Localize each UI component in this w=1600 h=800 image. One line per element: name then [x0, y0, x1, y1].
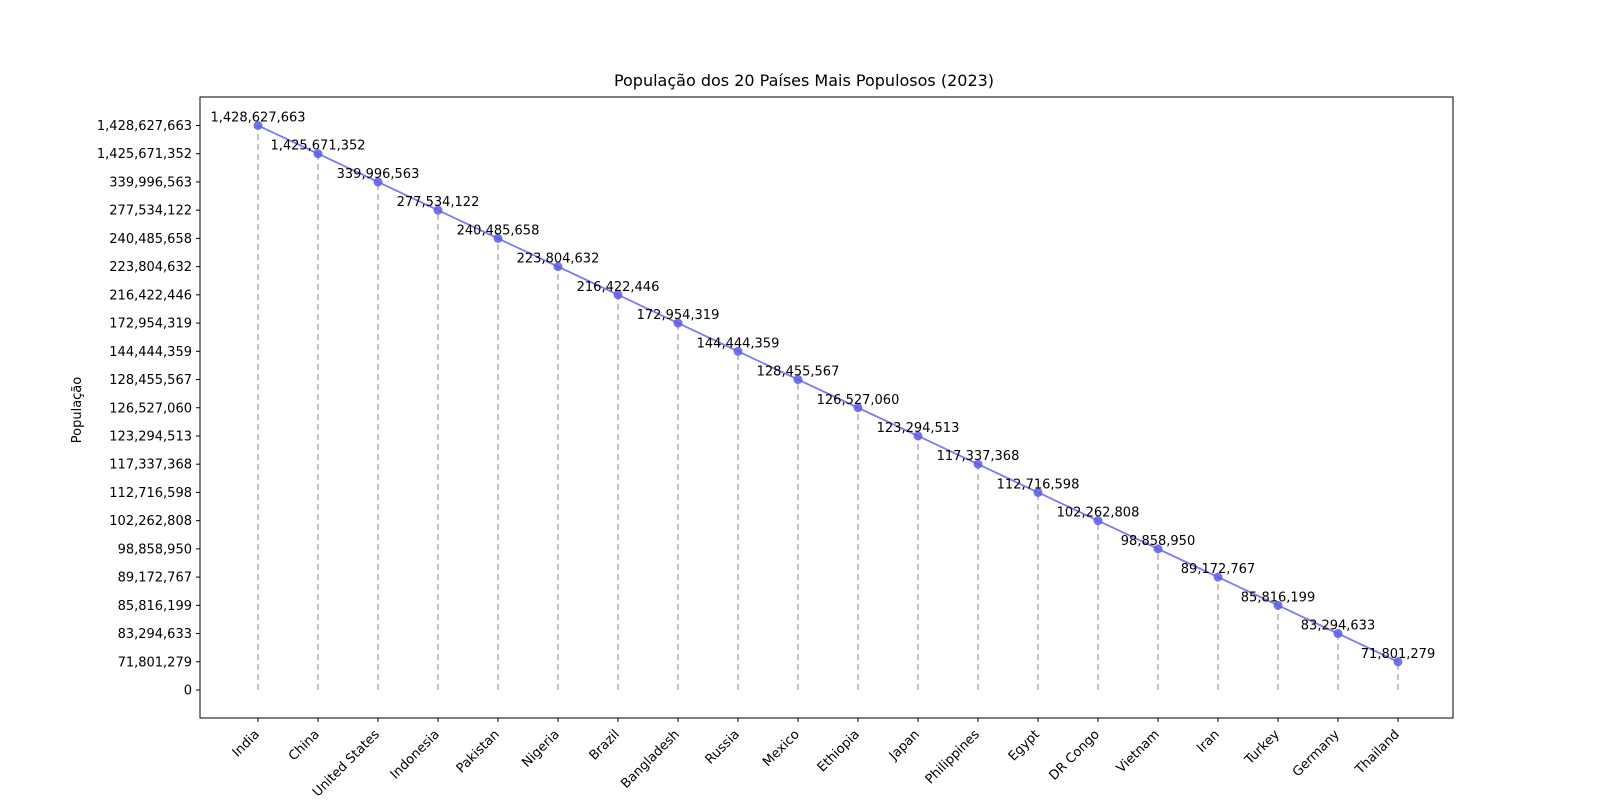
x-tick-label: Bangladesh [618, 727, 683, 792]
y-tick-label: 98,858,950 [118, 542, 192, 557]
x-tick-label: Ethiopia [815, 727, 863, 775]
chart-title: População dos 20 Países Mais Populosos (… [614, 71, 994, 90]
y-tick-label: 71,801,279 [118, 655, 192, 670]
x-tick-label: DR Congo [1047, 727, 1103, 783]
data-label: 89,172,767 [1181, 562, 1255, 577]
x-tick-label: Brazil [587, 727, 623, 763]
y-tick-label: 112,716,598 [109, 486, 192, 501]
y-tick-label: 240,485,658 [109, 232, 192, 247]
y-tick-label: 123,294,513 [109, 429, 192, 444]
data-point [1213, 572, 1223, 582]
data-markers [253, 121, 1403, 667]
data-label: 102,262,808 [1057, 506, 1140, 521]
y-tick-label: 277,534,122 [109, 204, 192, 219]
data-label: 98,858,950 [1121, 534, 1195, 549]
data-point [1153, 544, 1163, 554]
data-label: 1,425,671,352 [270, 139, 365, 154]
series-population [257, 124, 1399, 663]
data-label: 172,954,319 [637, 308, 720, 323]
data-point [1033, 487, 1043, 497]
y-tick-label: 339,996,563 [109, 175, 192, 190]
data-label: 1,428,627,663 [210, 111, 305, 126]
data-point [493, 233, 503, 243]
data-point [793, 375, 803, 385]
y-tick-label: 1,425,671,352 [97, 147, 192, 162]
x-tick-label: Egypt [1006, 727, 1043, 764]
data-label: 126,527,060 [817, 393, 900, 408]
x-tick-label: Germany [1290, 727, 1343, 780]
data-labels: 1,428,627,663 1,425,671,352 339,996,563 277… [210, 111, 1435, 662]
data-label: 144,444,359 [697, 336, 780, 351]
y-tick-label: 0 [184, 684, 192, 699]
data-point [373, 177, 383, 187]
data-point [313, 149, 323, 159]
x-tick-label: Turkey [1242, 727, 1283, 768]
data-point [1273, 600, 1283, 610]
y-tick-label: 128,455,567 [109, 373, 192, 388]
y-tick-label: 102,262,808 [109, 514, 192, 529]
data-label: 339,996,563 [337, 167, 420, 182]
y-tick-label: 85,816,199 [118, 599, 192, 614]
data-label: 85,816,199 [1241, 590, 1315, 605]
data-point [1093, 516, 1103, 526]
data-point [673, 318, 683, 328]
x-tick-label: Vietnam [1114, 727, 1163, 776]
x-tick-label: Indonesia [388, 727, 443, 782]
x-tick-label: Pakistan [454, 727, 503, 776]
data-label: 83,294,633 [1301, 619, 1375, 634]
data-point [973, 459, 983, 469]
data-point [1393, 657, 1403, 667]
x-tick-label: India [230, 727, 263, 760]
data-label: 223,804,632 [517, 252, 600, 267]
data-point [733, 346, 743, 356]
data-point [553, 262, 563, 272]
x-tick-label: Nigeria [519, 727, 562, 770]
y-tick-label: 172,954,319 [109, 317, 192, 332]
data-point [853, 403, 863, 413]
data-label: 216,422,446 [577, 280, 660, 295]
y-tick-label: 83,294,633 [118, 627, 192, 642]
x-tick-label: Philippines [923, 727, 983, 787]
data-label: 123,294,513 [877, 421, 960, 436]
y-tick-label: 216,422,446 [109, 288, 192, 303]
x-tick-label: Japan [886, 727, 923, 764]
y-tick-label: 126,527,060 [109, 401, 192, 416]
y-tick-label: 117,337,368 [109, 458, 192, 473]
x-tick-label: Iran [1194, 727, 1223, 756]
data-label: 117,337,368 [937, 449, 1020, 464]
data-point [433, 205, 443, 215]
x-tick-label: China [286, 727, 323, 764]
y-tick-label: 89,172,767 [118, 571, 192, 586]
data-label: 240,485,658 [457, 223, 540, 238]
y-axis-ticks: 0 71,801,279 83,294,633 85,816,199 89,172,76… [97, 119, 200, 699]
drop-lines [257, 125, 1399, 690]
y-tick-label: 223,804,632 [109, 260, 192, 275]
data-label: 128,455,567 [757, 365, 840, 380]
data-point [913, 431, 923, 441]
data-point [1333, 629, 1343, 639]
data-point [253, 121, 263, 130]
y-axis-label: População [70, 377, 85, 444]
x-tick-label: Russia [703, 727, 743, 767]
y-tick-label: 144,444,359 [109, 345, 192, 360]
data-point [613, 290, 623, 300]
y-tick-label: 1,428,627,663 [97, 119, 192, 134]
x-tick-label: Thailand [1352, 727, 1403, 778]
data-label: 112,716,598 [997, 477, 1080, 492]
data-label: 277,534,122 [397, 195, 480, 210]
x-tick-label: Mexico [760, 727, 803, 770]
series-line [257, 124, 1399, 663]
data-label: 71,801,279 [1361, 647, 1435, 662]
